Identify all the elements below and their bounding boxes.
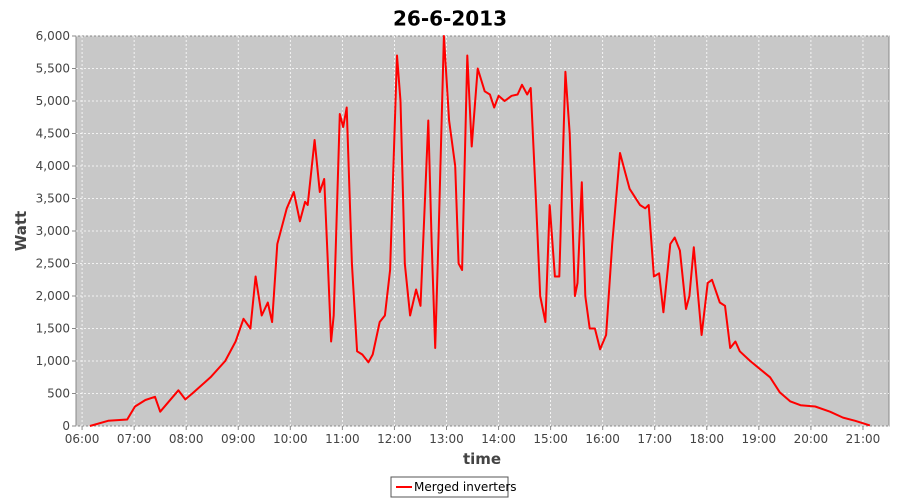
- y-tick-label: 5,500: [36, 62, 70, 76]
- x-tick-label: 06:00: [65, 432, 100, 446]
- x-tick-label: 13:00: [429, 432, 464, 446]
- x-tick-label: 08:00: [169, 432, 204, 446]
- y-axis-label: Watt: [12, 211, 30, 251]
- x-tick-label: 21:00: [846, 432, 881, 446]
- y-tick-label: 5,000: [36, 94, 70, 108]
- legend-box: [390, 476, 509, 498]
- x-axis-label: time: [463, 450, 501, 468]
- y-tick-label: 2,500: [36, 257, 70, 271]
- legend: Merged inverters: [390, 476, 517, 498]
- y-tick-label: 3,500: [36, 192, 70, 206]
- data-line: [89, 35, 871, 427]
- x-tick-label: 09:00: [221, 432, 256, 446]
- y-tick-label: 4,000: [36, 159, 70, 173]
- x-tick-label: 20:00: [794, 432, 829, 446]
- x-tick-label: 12:00: [377, 432, 412, 446]
- x-tick-label: 18:00: [689, 432, 724, 446]
- y-tick-label: 500: [47, 387, 70, 401]
- y-tick-label: 2,000: [36, 289, 70, 303]
- legend-label: Merged inverters: [414, 480, 517, 494]
- x-tick-label: 14:00: [481, 432, 516, 446]
- y-tick-label: 0: [62, 419, 70, 433]
- chart-title: 26-6-2013: [393, 7, 507, 31]
- y-tick-label: 4,500: [36, 127, 70, 141]
- x-tick-label: 19:00: [742, 432, 777, 446]
- x-tick-label: 17:00: [637, 432, 672, 446]
- x-tick-label: 11:00: [325, 432, 360, 446]
- y-tick-label: 6,000: [36, 29, 70, 43]
- y-tick-label: 1,000: [36, 354, 70, 368]
- y-tick-label: 1,500: [36, 322, 70, 336]
- x-tick-label: 07:00: [117, 432, 152, 446]
- x-tick-label: 10:00: [273, 432, 308, 446]
- y-tick-label: 3,000: [36, 224, 70, 238]
- x-tick-label: 15:00: [533, 432, 568, 446]
- x-tick-label: 16:00: [585, 432, 620, 446]
